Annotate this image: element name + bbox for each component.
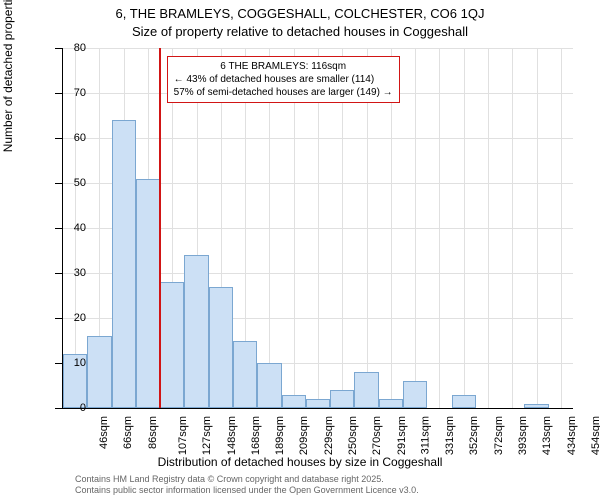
histogram-bar (282, 395, 306, 409)
annotation-line: ← 43% of detached houses are smaller (11… (174, 73, 393, 86)
x-tick-label: 352sqm (469, 416, 481, 455)
grid-line (561, 48, 562, 408)
y-tick (55, 138, 63, 139)
y-tick-label: 40 (74, 222, 86, 234)
histogram-bar (257, 363, 281, 408)
chart-container: 6, THE BRAMLEYS, COGGESHALL, COLCHESTER,… (0, 0, 600, 500)
x-tick-label: 291sqm (396, 416, 408, 455)
grid-line (439, 48, 440, 408)
plot-area: 6 THE BRAMLEYS: 116sqm← 43% of detached … (62, 48, 573, 409)
x-tick-label: 168sqm (250, 416, 262, 455)
histogram-bar (184, 255, 208, 408)
y-tick-label: 60 (74, 132, 86, 144)
annotation-box: 6 THE BRAMLEYS: 116sqm← 43% of detached … (167, 56, 400, 103)
x-tick-label: 229sqm (323, 416, 335, 455)
y-tick-label: 70 (74, 87, 86, 99)
histogram-bar (87, 336, 111, 408)
y-tick-label: 30 (74, 267, 86, 279)
x-tick-label: 250sqm (347, 416, 359, 455)
x-axis-title: Distribution of detached houses by size … (0, 455, 600, 469)
x-tick-label: 107sqm (177, 416, 189, 455)
footnote-line: Contains public sector information licen… (75, 485, 419, 496)
histogram-bar (354, 372, 378, 408)
x-tick-label: 372sqm (493, 416, 505, 455)
y-tick-label: 50 (74, 177, 86, 189)
grid-line (488, 48, 489, 408)
footnote-line: Contains HM Land Registry data © Crown c… (75, 474, 419, 485)
x-tick-label: 413sqm (541, 416, 553, 455)
x-tick-label: 209sqm (299, 416, 311, 455)
chart-title-sub: Size of property relative to detached ho… (0, 24, 600, 39)
grid-line (464, 48, 465, 408)
histogram-bar (136, 179, 160, 409)
y-tick (55, 408, 63, 409)
x-tick-label: 393sqm (517, 416, 529, 455)
y-tick (55, 93, 63, 94)
histogram-bar (306, 399, 330, 408)
y-tick-label: 80 (74, 42, 86, 54)
histogram-bar (452, 395, 476, 409)
annotation-line: 57% of semi-detached houses are larger (… (174, 86, 393, 99)
x-tick-label: 311sqm (419, 416, 431, 454)
y-tick-label: 10 (74, 357, 86, 369)
y-tick (55, 228, 63, 229)
histogram-bar (160, 282, 184, 408)
x-tick-label: 270sqm (371, 416, 383, 455)
y-tick (55, 273, 63, 274)
y-tick (55, 318, 63, 319)
x-tick-label: 331sqm (444, 416, 456, 455)
histogram-bar (379, 399, 403, 408)
x-tick-label: 189sqm (274, 416, 286, 455)
histogram-bar (233, 341, 257, 409)
annotation-line: 6 THE BRAMLEYS: 116sqm (174, 60, 393, 73)
x-tick-label: 46sqm (98, 416, 110, 449)
histogram-bar (209, 287, 233, 409)
x-tick-label: 66sqm (122, 416, 134, 449)
y-axis-title: Number of detached properties (1, 0, 15, 152)
y-tick-label: 0 (80, 402, 86, 414)
grid-line (512, 48, 513, 408)
x-tick-label: 434sqm (566, 416, 578, 455)
histogram-bar (524, 404, 548, 409)
y-tick (55, 363, 63, 364)
x-tick-label: 148sqm (226, 416, 238, 455)
y-tick-label: 20 (74, 312, 86, 324)
reference-line (159, 48, 161, 408)
chart-title-main: 6, THE BRAMLEYS, COGGESHALL, COLCHESTER,… (0, 6, 600, 21)
y-tick (55, 48, 63, 49)
x-tick-label: 454sqm (590, 416, 600, 455)
x-tick-label: 86sqm (147, 416, 159, 449)
footnote: Contains HM Land Registry data © Crown c… (75, 474, 419, 496)
grid-line (415, 48, 416, 408)
histogram-bar (330, 390, 354, 408)
grid-line (537, 48, 538, 408)
y-tick (55, 183, 63, 184)
histogram-bar (403, 381, 427, 408)
histogram-bar (112, 120, 136, 408)
x-tick-label: 127sqm (201, 416, 213, 455)
